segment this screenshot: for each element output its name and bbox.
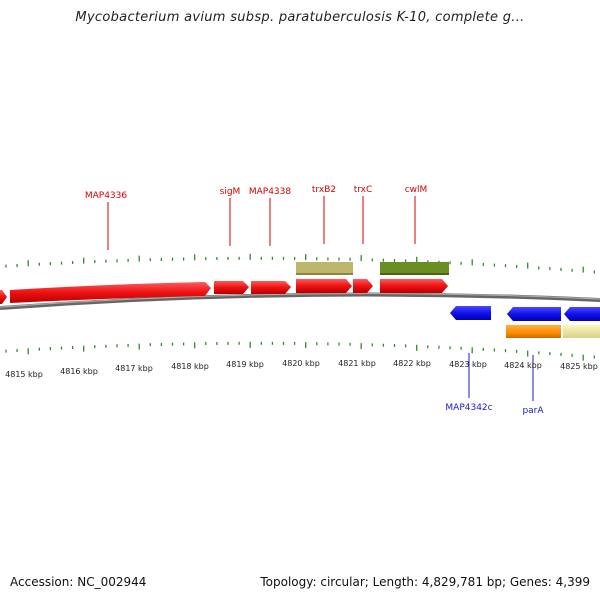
reverse-gene-arrow[interactable] — [507, 307, 561, 321]
accession-text: Accession: NC_002944 — [10, 575, 147, 589]
forward-strand-genes — [0, 262, 449, 304]
axis-labels: 4815 kbp 4816 kbp 4817 kbp 4818 kbp 4819… — [5, 359, 598, 379]
genome-summary-text: Topology: circular; Length: 4,829,781 bp… — [260, 575, 590, 589]
gene-label-map4342c[interactable]: MAP4342c — [445, 403, 492, 413]
reverse-gene-arrow[interactable] — [564, 307, 600, 321]
genome-backbone-highlight — [0, 292, 600, 308]
forward-tick-row — [5, 253, 595, 274]
map-title: Mycobacterium avium subsp. paratuberculo… — [75, 10, 525, 25]
reverse-label-leaders — [468, 353, 534, 401]
gene-label-sigm[interactable]: sigM — [220, 187, 241, 197]
forward-gene-arrow[interactable] — [0, 290, 7, 304]
orange-feature[interactable] — [506, 325, 561, 338]
trna-feature-shadow — [296, 273, 353, 275]
forward-gene-arrow[interactable] — [10, 282, 211, 303]
reverse-strand-genes — [450, 306, 600, 338]
forward-gene-arrow[interactable] — [296, 279, 352, 293]
axis-tick-label: 4819 kbp — [226, 360, 264, 369]
gene-label-trxb2[interactable]: trxB2 — [312, 185, 336, 195]
axis-tick-label: 4824 kbp — [504, 361, 542, 370]
axis-tick-label: 4823 kbp — [449, 360, 487, 369]
axis-tick-label: 4825 kbp — [560, 362, 598, 371]
forward-gene-labels: MAP4336 sigM MAP4338 trxB2 trxC cwlM — [85, 185, 427, 201]
trna-feature[interactable] — [296, 262, 353, 275]
gene-label-trxc[interactable]: trxC — [354, 185, 373, 195]
axis-tick-label: 4817 kbp — [115, 364, 153, 373]
forward-gene-arrow[interactable] — [353, 279, 373, 293]
forward-gene-arrow[interactable] — [380, 279, 448, 293]
gene-label-map4338[interactable]: MAP4338 — [249, 187, 292, 197]
axis-tick-label: 4816 kbp — [60, 367, 98, 376]
gene-label-map4336[interactable]: MAP4336 — [85, 191, 128, 201]
axis-tick-label: 4821 kbp — [338, 359, 376, 368]
forward-gene-arrow[interactable] — [214, 281, 249, 294]
reverse-tick-row — [5, 341, 595, 361]
rna-feature-shadow — [380, 273, 449, 275]
axis-tick-label: 4818 kbp — [171, 362, 209, 371]
forward-gene-arrow[interactable] — [251, 281, 291, 294]
rna-feature[interactable] — [380, 262, 449, 275]
pale-feature[interactable] — [563, 325, 600, 338]
gene-label-cwlm[interactable]: cwlM — [405, 185, 428, 195]
genome-backbone — [0, 292, 600, 310]
reverse-gene-labels: MAP4342c parA — [445, 403, 544, 416]
axis-tick-label: 4822 kbp — [393, 359, 431, 368]
axis-tick-label: 4820 kbp — [282, 359, 320, 368]
axis-tick-label: 4815 kbp — [5, 370, 43, 379]
gene-label-para[interactable]: parA — [522, 406, 544, 416]
reverse-gene-arrow[interactable] — [450, 306, 491, 320]
forward-label-leaders — [107, 196, 416, 250]
